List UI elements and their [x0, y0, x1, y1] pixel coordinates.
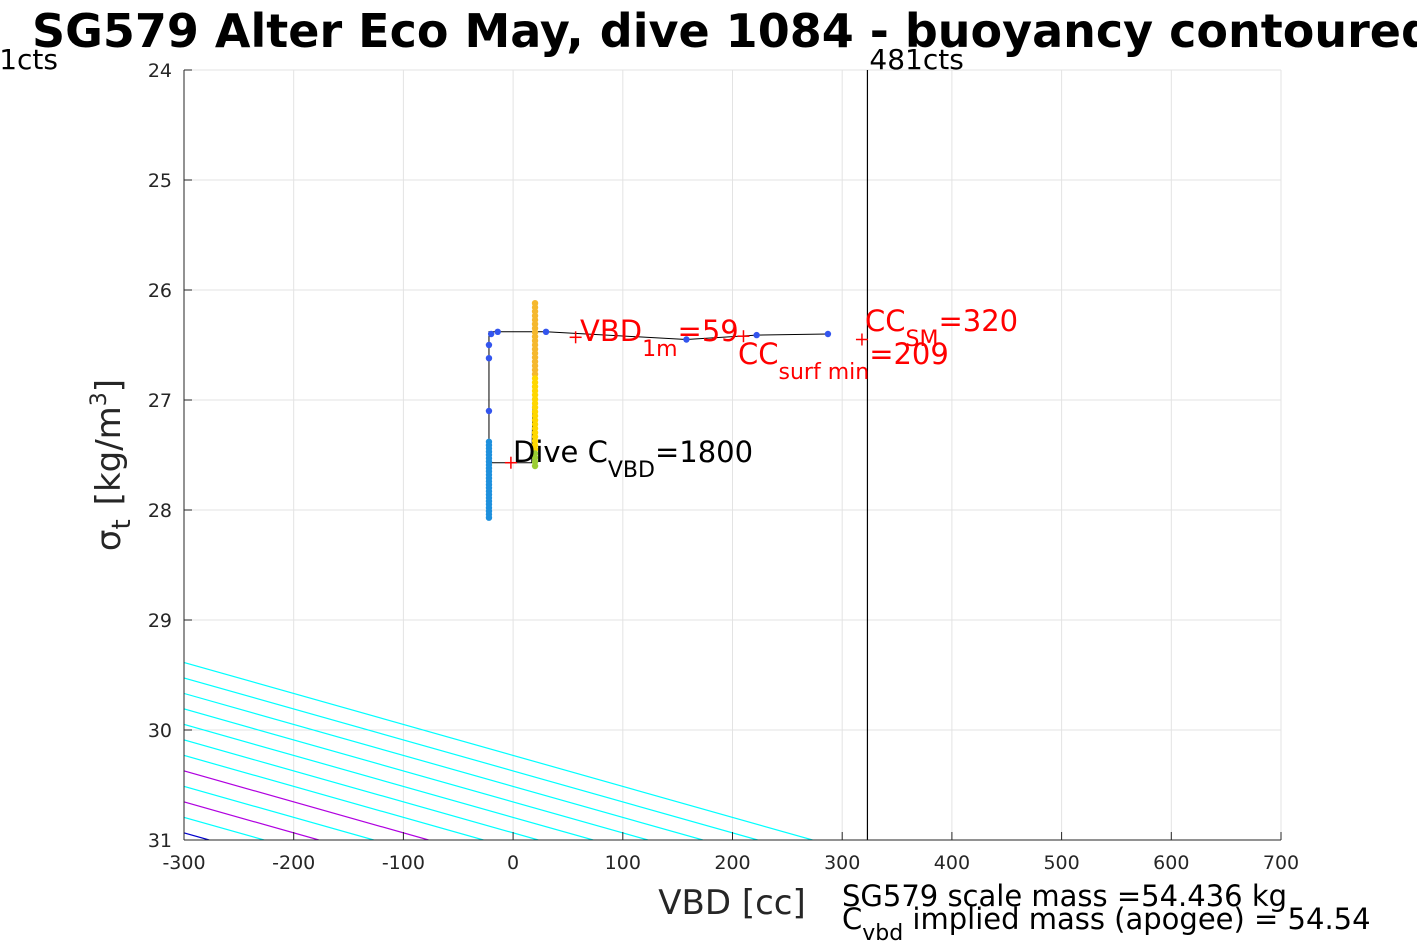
x-tick-label: 600 [1153, 852, 1189, 874]
surface-point [494, 328, 501, 335]
x-tick-label: 100 [605, 852, 641, 874]
surface-point [485, 355, 493, 362]
contour-line [184, 677, 758, 840]
contour-line [0, 70, 100, 840]
climb-point [531, 462, 539, 470]
y-tick-label: 29 [148, 610, 172, 632]
data-points [485, 300, 832, 521]
dive-cvbd-annotation: Dive CVBD=1800 [513, 435, 753, 483]
surface-point [824, 330, 832, 338]
y-axis-label: σt[kg/m3] [87, 379, 137, 551]
x-axis-label: VBD [cc] [658, 883, 806, 923]
x-tick-label: 0 [507, 852, 519, 874]
x-tick-label: -300 [162, 852, 205, 874]
contour-line [184, 708, 649, 840]
count-line-label: 481cts [869, 43, 963, 76]
x-tick-label: 500 [1043, 852, 1079, 874]
x-tick-label: -200 [272, 852, 315, 874]
count-line-label: 1cts [0, 43, 58, 76]
y-tick-label: 30 [148, 720, 172, 742]
x-tick-label: 700 [1263, 852, 1299, 874]
scale-mass-text: SG579 scale mass =54.436 kg [842, 879, 1287, 913]
cc-sm-annotation: CCSM=320 [865, 304, 1018, 352]
count-lines: 481cts 1cts [0, 43, 964, 840]
y-tick-label: 27 [148, 390, 172, 412]
y-tick-label: 28 [148, 500, 172, 522]
implied-mass-text: Cvbd implied mass (apogee) = 54.54 [842, 902, 1371, 945]
chart-title: SG579 Alter Eco May, dive 1084 - buoyanc… [32, 4, 1417, 58]
x-tick-label: 200 [714, 852, 750, 874]
surface-point [753, 331, 760, 339]
buoyancy-contours [0, 70, 813, 840]
x-ticks: -300 -200 -100 0 100 200 300 400 500 600 700 [162, 832, 1299, 874]
y-tick-label: 25 [148, 170, 172, 192]
plus-marker [569, 331, 582, 344]
contour-line [0, 70, 154, 840]
plus-marker [855, 333, 868, 346]
markers [504, 330, 868, 469]
contour-line [0, 70, 45, 840]
y-tick-label: 31 [148, 830, 172, 852]
y-ticks: 24 25 26 27 28 29 30 31 [148, 60, 192, 852]
surface-point [683, 336, 690, 343]
plus-marker [737, 330, 750, 343]
contour-line [184, 692, 704, 840]
surface-point [485, 341, 493, 349]
plus-marker [504, 456, 517, 469]
x-tick-label: -100 [382, 852, 425, 874]
surface-point [485, 407, 493, 415]
x-tick-label: 400 [934, 852, 970, 874]
surface-point [487, 330, 495, 338]
x-tick-label: 300 [824, 852, 860, 874]
y-tick-label: 26 [148, 280, 172, 302]
surface-point [542, 328, 550, 335]
dive-point [485, 514, 493, 521]
vbd-1m-annotation: VBD1m=59 [580, 314, 739, 362]
y-tick-label: 24 [148, 60, 172, 82]
contour-line [184, 661, 813, 840]
cc-surf-min-annotation: CCsurf min=209 [738, 337, 949, 385]
